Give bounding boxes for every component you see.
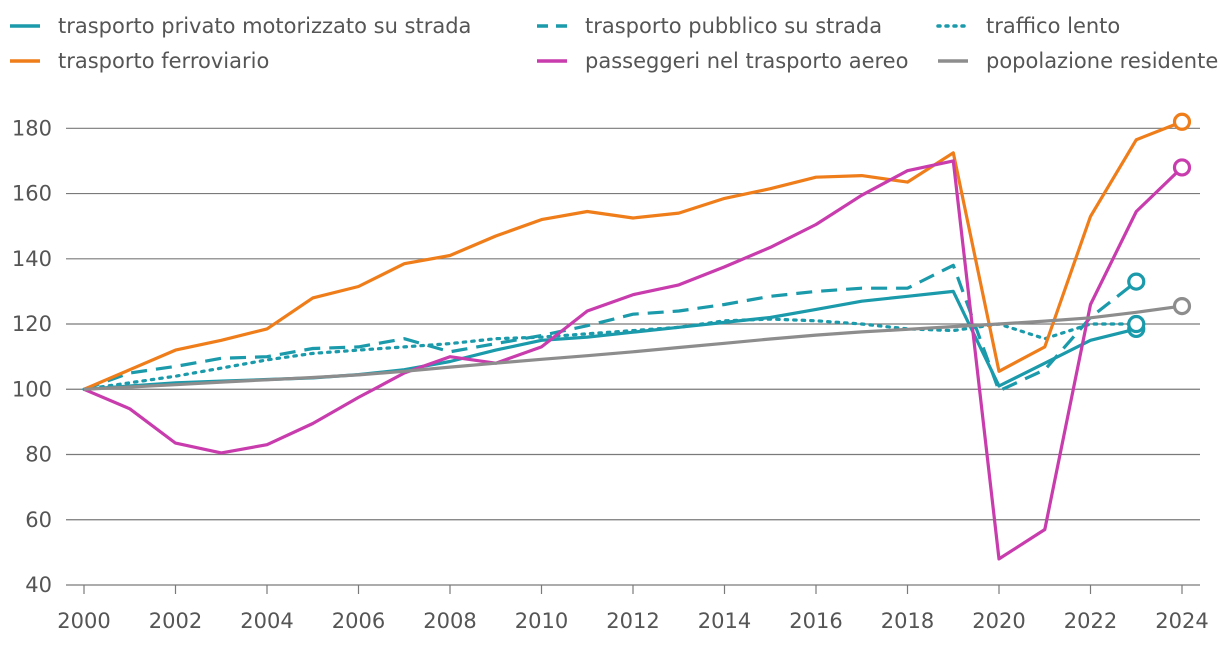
x-tick-label: 2006	[332, 609, 385, 633]
series-line-passeggeri-nel-trasporto-aereo	[83, 159, 1184, 561]
x-tick-label: 2016	[789, 609, 842, 633]
legend-label: popolazione residente permanente	[986, 49, 1220, 73]
x-tick-label: 2010	[515, 609, 568, 633]
legend-label: trasporto privato motorizzato su strada	[58, 14, 471, 38]
legend-item-traffico-lento: traffico lento	[936, 14, 1120, 38]
y-tick-label: 80	[25, 443, 52, 467]
series-line-popolazione-residente-permanente	[83, 304, 1183, 391]
legend-item-trasporto-pubblico-su-strada: trasporto pubblico su strada	[537, 14, 882, 38]
legend-item-trasporto-ferroviario: trasporto ferroviario	[10, 49, 269, 73]
x-tick-label: 2024	[1155, 609, 1208, 633]
y-tick-label: 60	[25, 508, 52, 532]
x-tick-label: 2002	[149, 609, 202, 633]
legend-label: trasporto pubblico su strada	[585, 14, 882, 38]
y-axis: 40 60 80 100 120 140 160 180	[12, 116, 52, 597]
x-tick-label: 2012	[606, 609, 659, 633]
legend-item-passeggeri-nel-trasporto-aereo: passeggeri nel trasporto aereo	[537, 49, 908, 73]
series-line-trasporto-pubblico-su-strada	[83, 263, 1138, 393]
legend-label: trasporto ferroviario	[58, 49, 269, 73]
y-tick-label: 140	[12, 247, 52, 271]
y-tick-label: 40	[25, 573, 52, 597]
series-lines	[82, 112, 1192, 561]
x-tick-label: 2020	[972, 609, 1025, 633]
x-tick-label: 2018	[881, 609, 934, 633]
end-marker-passeggeri-nel-trasporto-aereo	[1172, 158, 1192, 177]
series-line-trasporto-ferroviario	[83, 120, 1183, 391]
y-tick-label: 180	[12, 116, 52, 140]
end-marker-popolazione-residente-permanente	[1172, 296, 1192, 316]
x-tick-label: 2000	[57, 609, 110, 633]
x-axis: 2000 2002 2004 2006 2008 2010 2012 2014 2016 2018…	[57, 585, 1209, 633]
legend: trasporto privato motorizzato su strada t…	[10, 14, 1220, 73]
end-marker-traffico-lento	[1127, 314, 1146, 334]
y-tick-label: 100	[12, 377, 52, 401]
y-tick-label: 120	[12, 312, 52, 336]
y-tick-label: 160	[12, 182, 52, 206]
end-marker-trasporto-pubblico-su-strada	[1127, 272, 1146, 291]
legend-item-popolazione-residente-permanente: popolazione residente permanente	[938, 49, 1220, 73]
x-tick-label: 2014	[698, 609, 751, 633]
legend-item-trasporto-privato-motorizzato-su-strada: trasporto privato motorizzato su strada	[10, 14, 471, 38]
end-marker-trasporto-ferroviario	[1172, 112, 1192, 131]
x-tick-label: 2004	[240, 609, 293, 633]
x-tick-label: 2022	[1064, 609, 1117, 633]
legend-label: passeggeri nel trasporto aereo	[585, 49, 908, 73]
x-tick-label: 2008	[423, 609, 476, 633]
series-line-traffico-lento	[82, 317, 1138, 391]
legend-label: traffico lento	[986, 14, 1120, 38]
